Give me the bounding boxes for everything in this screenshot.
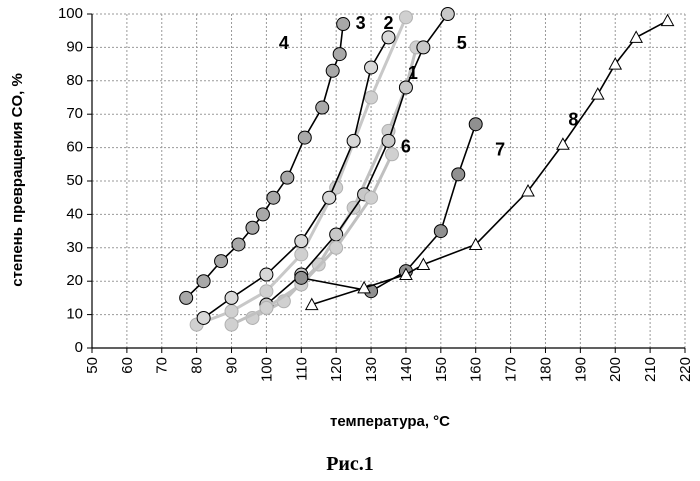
y-tick-label: 50 [66,172,83,189]
series-3-point [260,268,273,281]
series-3-point [365,61,378,74]
y-tick-label: 20 [66,272,83,289]
series-7-point [452,168,465,181]
series-label-3: 3 [356,13,366,33]
series-label-1: 1 [408,63,418,83]
series-4-point [316,101,329,114]
x-tick-label: 220 [677,357,694,382]
series-2-point [225,305,238,318]
x-tick-label: 140 [398,357,415,382]
x-tick-label: 160 [468,357,485,382]
y-tick-label: 30 [66,239,83,256]
series-4-point [215,255,228,268]
series-4-point [337,18,350,31]
series-7-point [434,225,447,238]
series-4-point [267,191,280,204]
series-3-point [295,235,308,248]
x-tick-label: 130 [363,357,380,382]
figure-caption: Рис.1 [326,453,374,475]
series-6-point [330,241,343,254]
series-4-point [326,64,339,77]
series-label-2: 2 [383,13,393,33]
series-label-4: 4 [279,33,289,53]
y-tick-label: 40 [66,205,83,222]
series-label-7: 7 [495,140,505,160]
series-3-point [347,134,360,147]
series-5-point [399,81,412,94]
series-6-point [260,301,273,314]
series-5-point [441,8,454,21]
x-tick-label: 120 [328,357,345,382]
series-6-point [365,191,378,204]
series-4-point [333,48,346,61]
series-5-point [417,41,430,54]
y-tick-label: 10 [66,306,83,323]
series-4-point [246,221,259,234]
series-5-point [382,134,395,147]
series-6-point [385,148,398,161]
x-tick-label: 200 [607,357,624,382]
series-label-8: 8 [568,110,578,130]
y-tick-label: 90 [66,38,83,55]
series-7-point [295,271,308,284]
x-tick-label: 180 [537,357,554,382]
series-4-point [180,291,193,304]
y-tick-label: 70 [66,105,83,122]
series-label-6: 6 [401,136,411,156]
y-tick-label: 0 [75,339,83,356]
y-tick-label: 60 [66,139,83,156]
y-tick-label: 80 [66,72,83,89]
x-tick-label: 190 [572,357,589,382]
x-tick-label: 50 [84,357,101,374]
series-3-point [323,191,336,204]
series-2-point [399,11,412,24]
series-2-point [295,248,308,261]
x-tick-label: 100 [258,357,275,382]
series-2-point [260,285,273,298]
series-7-point [469,118,482,131]
y-axis-title: степень превращения CO, % [9,73,26,287]
series-label-5: 5 [457,33,467,53]
series-4-point [256,208,269,221]
series-2-point [365,91,378,104]
y-tick-label: 100 [58,5,83,22]
series-6-point [225,318,238,331]
x-axis-title: температура, °C [330,413,450,430]
series-4-point [232,238,245,251]
series-4-point [281,171,294,184]
x-tick-label: 90 [223,357,240,374]
x-tick-label: 80 [189,357,206,374]
x-tick-label: 170 [503,357,520,382]
series-4-point [298,131,311,144]
x-tick-label: 70 [154,357,171,374]
series-3-point [382,31,395,44]
series-4-point [197,275,210,288]
series-3-point [225,291,238,304]
x-tick-label: 150 [433,357,450,382]
x-tick-label: 210 [642,357,659,382]
x-tick-label: 60 [119,357,136,374]
series-3-point [197,311,210,324]
x-tick-label: 110 [293,357,310,381]
